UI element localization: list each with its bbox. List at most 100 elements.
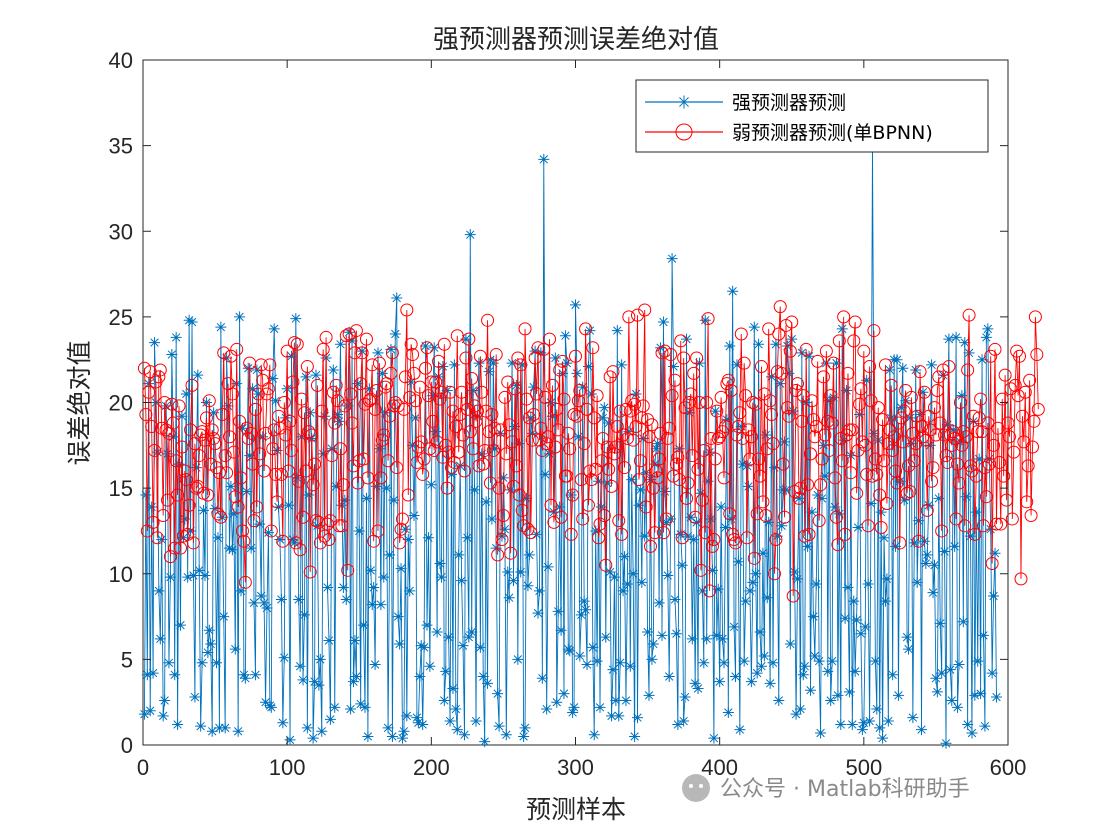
- data-point-weak: [341, 563, 355, 577]
- data-point-weak: [766, 437, 780, 451]
- data-point-weak: [553, 363, 567, 377]
- data-point-strong: [381, 482, 393, 494]
- data-point-strong: [675, 528, 687, 540]
- data-point-strong: [146, 501, 158, 513]
- data-point-weak: [994, 517, 1008, 531]
- data-point-weak: [339, 329, 353, 343]
- data-point-strong: [469, 484, 481, 496]
- data-point-strong: [898, 494, 910, 506]
- data-point-weak: [675, 531, 689, 545]
- data-point-weak: [142, 385, 156, 399]
- data-point-strong: [482, 677, 494, 689]
- data-point-weak: [231, 500, 245, 514]
- data-point-weak: [871, 401, 885, 415]
- data-point-weak: [929, 428, 943, 442]
- data-point-weak: [397, 402, 411, 416]
- data-point-weak: [303, 565, 317, 579]
- data-point-weak: [515, 503, 529, 517]
- data-point-weak: [153, 363, 167, 377]
- data-point-weak: [417, 452, 431, 466]
- data-point-strong: [483, 366, 495, 378]
- data-point-weak: [139, 407, 153, 421]
- data-point-weak: [613, 404, 627, 418]
- data-point-strong: [851, 614, 863, 626]
- x-tick-label: 100: [269, 755, 306, 780]
- data-point-strong: [324, 713, 336, 725]
- data-point-strong: [884, 364, 896, 376]
- data-point-strong: [457, 640, 469, 652]
- data-point-strong: [646, 653, 658, 665]
- data-point-weak: [754, 360, 768, 374]
- data-point-strong: [536, 672, 548, 684]
- data-point-strong: [519, 722, 531, 734]
- data-point-strong: [154, 633, 166, 645]
- data-point-strong: [719, 522, 731, 534]
- series-layer: [137, 140, 1045, 749]
- data-point-weak: [566, 488, 580, 502]
- data-point-weak: [270, 495, 284, 509]
- data-point-weak: [628, 397, 642, 411]
- data-point-strong: [619, 551, 631, 563]
- data-point-strong: [417, 718, 429, 730]
- data-point-strong: [792, 573, 804, 585]
- data-point-weak: [351, 476, 365, 490]
- data-point-weak: [602, 462, 616, 476]
- data-point-weak: [178, 464, 192, 478]
- data-point-strong: [731, 359, 743, 371]
- data-point-strong: [273, 501, 285, 513]
- data-point-strong: [934, 617, 946, 629]
- data-point-weak: [146, 515, 160, 529]
- data-point-weak: [854, 382, 868, 396]
- legend-box: [635, 79, 989, 153]
- data-point-weak: [878, 358, 892, 372]
- data-point-weak: [935, 524, 949, 538]
- data-point-weak: [263, 358, 277, 372]
- data-point-strong: [392, 611, 404, 623]
- data-point-weak: [381, 454, 395, 468]
- data-point-strong: [990, 691, 1002, 703]
- data-point-weak: [269, 467, 283, 481]
- data-point-weak: [822, 443, 836, 457]
- data-point-weak: [475, 385, 489, 399]
- data-point-weak: [932, 370, 946, 384]
- data-point-strong: [852, 522, 864, 534]
- data-point-strong: [826, 655, 838, 667]
- data-point-weak: [900, 486, 914, 500]
- data-point-strong: [855, 628, 867, 640]
- data-point-strong: [711, 629, 723, 641]
- data-point-weak: [404, 337, 418, 351]
- data-point-weak: [419, 361, 433, 375]
- data-point-weak: [235, 524, 249, 538]
- watermark: 公众号 · Matlab科研助手: [682, 774, 970, 802]
- data-point-strong: [520, 492, 532, 504]
- data-point-strong: [668, 361, 680, 373]
- data-point-strong: [316, 725, 328, 737]
- data-point-weak: [837, 310, 851, 324]
- data-point-weak: [297, 406, 311, 420]
- data-point-weak: [786, 589, 800, 603]
- data-point-weak: [489, 348, 503, 362]
- data-point-strong: [260, 696, 272, 708]
- data-point-weak: [359, 332, 373, 346]
- data-point-weak: [1004, 382, 1018, 396]
- data-point-weak: [342, 327, 356, 341]
- data-point-weak: [274, 467, 288, 481]
- data-point-strong: [342, 400, 354, 412]
- data-point-weak: [759, 509, 773, 523]
- data-point-weak: [514, 358, 528, 372]
- data-point-strong: [779, 436, 791, 448]
- data-point-strong: [921, 549, 933, 561]
- data-point-weak: [978, 461, 992, 475]
- data-point-strong: [394, 638, 406, 650]
- data-point-weak: [318, 529, 332, 543]
- data-point-strong: [705, 513, 717, 525]
- data-point-weak: [504, 546, 518, 560]
- data-point-strong: [819, 470, 831, 482]
- data-point-strong: [257, 431, 269, 443]
- data-point-weak: [785, 315, 799, 329]
- data-point-strong: [156, 534, 168, 545]
- data-point-strong: [701, 633, 713, 645]
- data-point-strong: [551, 696, 563, 708]
- data-point-weak: [707, 533, 721, 546]
- data-point-strong: [771, 530, 783, 542]
